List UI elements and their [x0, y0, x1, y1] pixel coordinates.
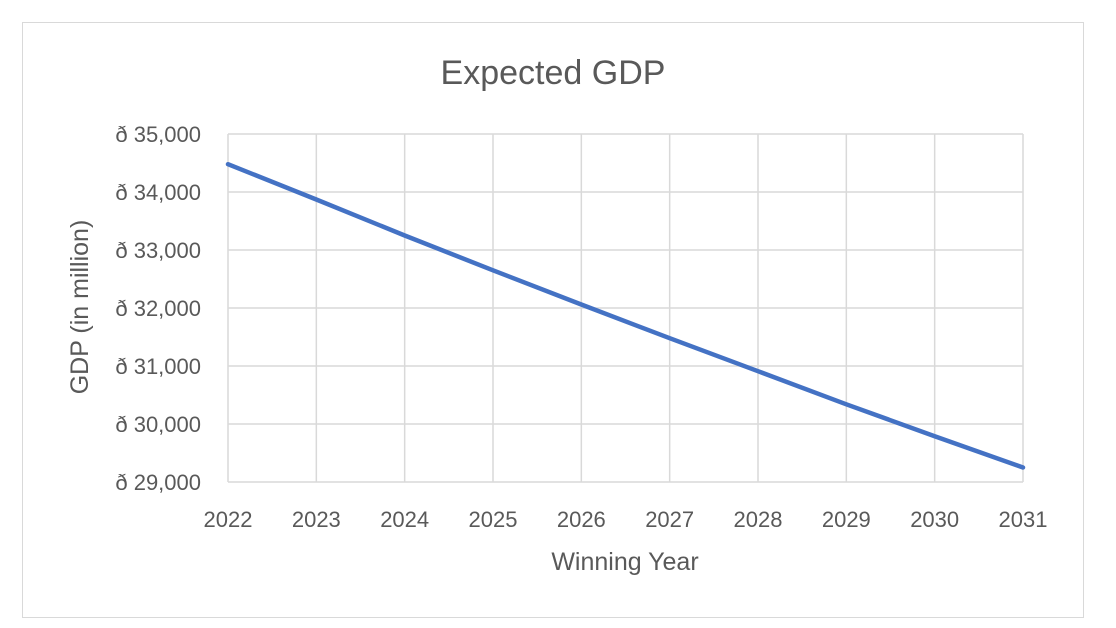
y-tick-label: ð 32,000 — [115, 296, 201, 321]
x-tick-label: 2029 — [822, 507, 871, 532]
series-line — [225, 161, 1026, 470]
y-axis-title: GDP (in million) — [66, 220, 94, 395]
x-tick-label: 2030 — [910, 507, 959, 532]
x-axis-ticks: 2022 2023 2024 2025 2026 2027 2028 2029 2030 2031 — [204, 507, 1048, 532]
x-tick-label: 2025 — [469, 507, 518, 532]
x-axis-title: Winning Year — [551, 548, 698, 576]
x-tick-label: 2024 — [380, 507, 429, 532]
chart-title: Expected GDP — [441, 54, 666, 92]
series-group — [225, 161, 1026, 470]
x-tick-label: 2031 — [999, 507, 1048, 532]
y-tick-label: ð 34,000 — [115, 180, 201, 205]
y-tick-label: ð 31,000 — [115, 354, 201, 379]
y-tick-label: ð 33,000 — [115, 238, 201, 263]
gridlines — [227, 133, 1024, 483]
x-tick-label: 2028 — [734, 507, 783, 532]
x-tick-label: 2026 — [557, 507, 606, 532]
x-tick-label: 2022 — [204, 507, 253, 532]
y-tick-label: ð 35,000 — [115, 122, 201, 147]
y-tick-label: ð 30,000 — [115, 412, 201, 437]
x-tick-label: 2027 — [645, 507, 694, 532]
chart-frame — [22, 22, 1084, 618]
x-tick-label: 2023 — [292, 507, 341, 532]
y-axis-ticks: ð 29,000 ð 30,000 ð 31,000 ð 32,000 ð 33,000… — [115, 122, 201, 495]
y-tick-label: ð 29,000 — [115, 470, 201, 495]
